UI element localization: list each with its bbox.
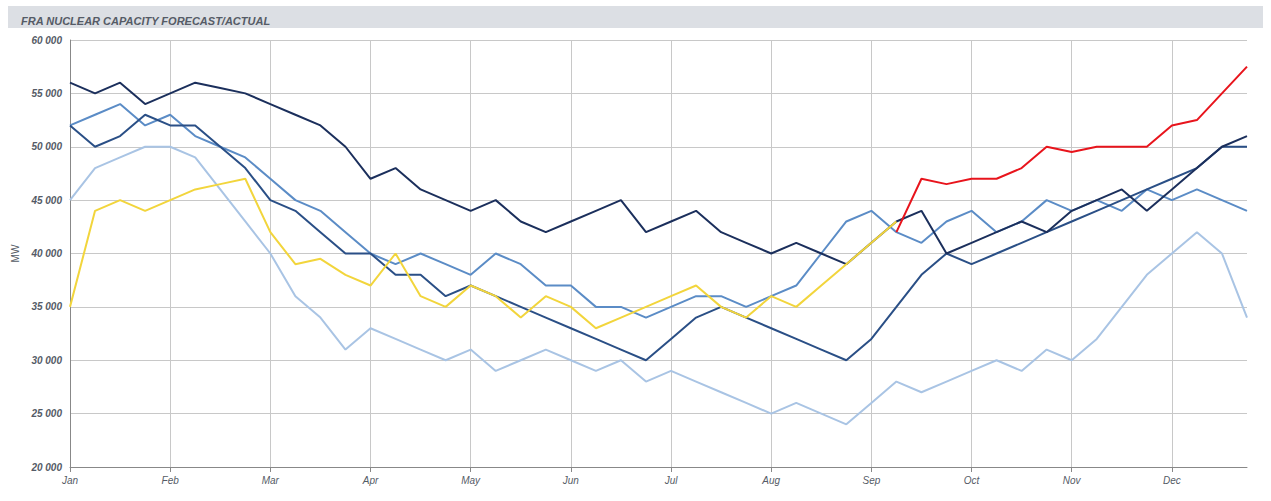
svg-text:Jun: Jun xyxy=(562,475,580,486)
svg-text:Mar: Mar xyxy=(262,475,280,486)
svg-text:Aug: Aug xyxy=(761,475,780,486)
svg-text:Nov: Nov xyxy=(1063,475,1082,486)
svg-text:45 000: 45 000 xyxy=(30,195,62,206)
svg-text:40 000: 40 000 xyxy=(30,248,62,259)
svg-text:Sep: Sep xyxy=(862,475,880,486)
svg-text:20 000: 20 000 xyxy=(30,462,62,473)
svg-text:50 000: 50 000 xyxy=(31,141,62,152)
svg-text:FRA NUCLEAR CAPACITY FORECAST/: FRA NUCLEAR CAPACITY FORECAST/ACTUAL xyxy=(21,15,270,27)
svg-text:Feb: Feb xyxy=(162,475,180,486)
svg-text:May: May xyxy=(461,475,481,486)
svg-text:Oct: Oct xyxy=(964,475,981,486)
svg-text:25 000: 25 000 xyxy=(30,408,62,419)
svg-text:30 000: 30 000 xyxy=(31,355,62,366)
svg-text:35 000: 35 000 xyxy=(31,301,62,312)
svg-text:Jul: Jul xyxy=(664,475,679,486)
svg-text:55 000: 55 000 xyxy=(31,88,62,99)
svg-text:Apr: Apr xyxy=(362,475,379,486)
svg-text:MW: MW xyxy=(10,244,21,262)
svg-text:Dec: Dec xyxy=(1163,475,1181,486)
svg-text:Jan: Jan xyxy=(61,475,79,486)
svg-text:60 000: 60 000 xyxy=(31,35,62,46)
